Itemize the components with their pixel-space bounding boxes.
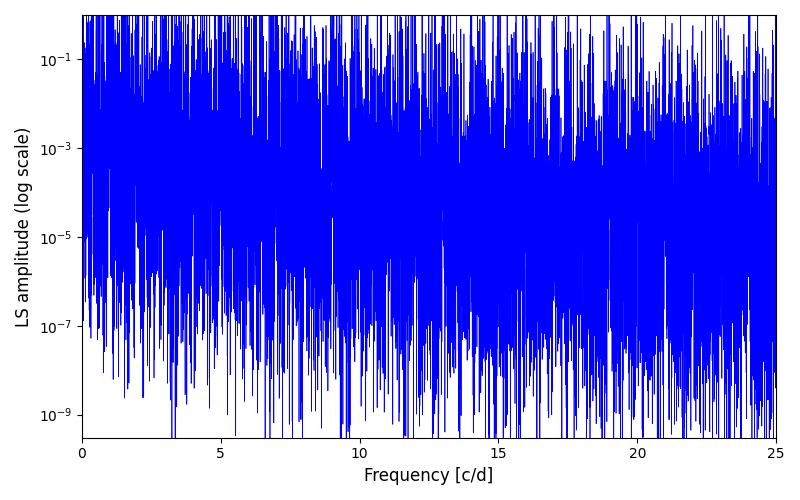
Y-axis label: LS amplitude (log scale): LS amplitude (log scale) [15, 126, 33, 326]
X-axis label: Frequency [c/d]: Frequency [c/d] [364, 467, 494, 485]
